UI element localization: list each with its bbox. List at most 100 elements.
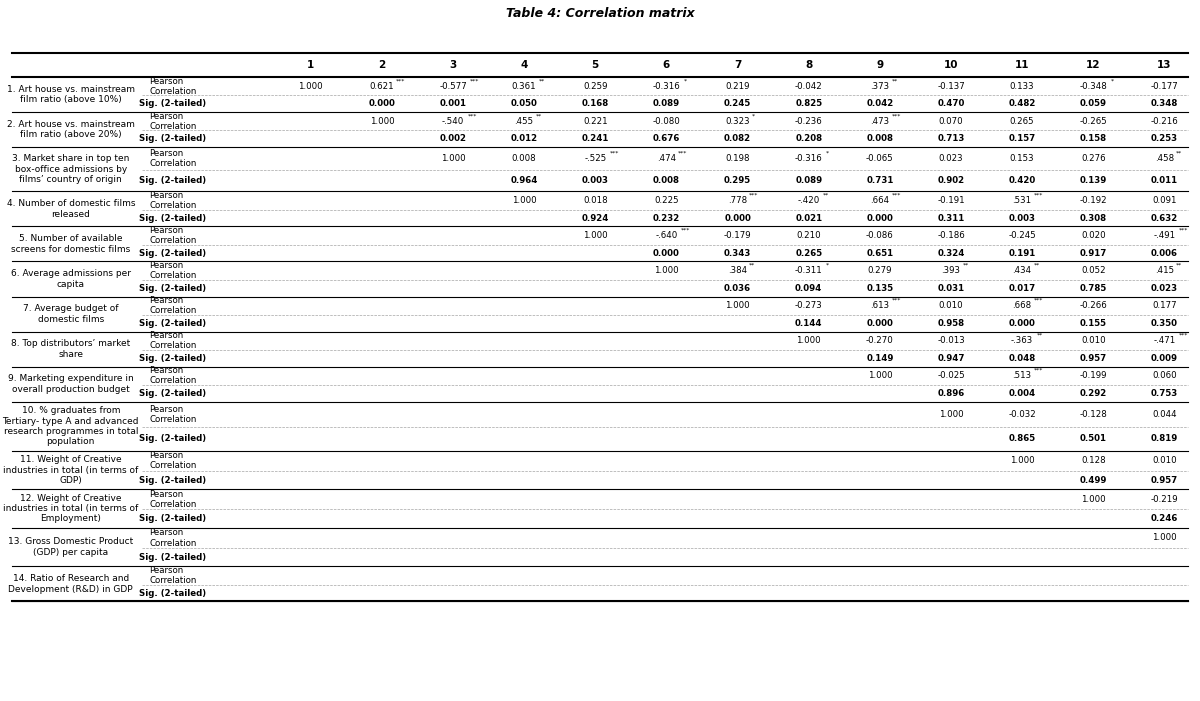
Text: ***: *** <box>1178 332 1188 338</box>
Text: 5: 5 <box>592 60 599 70</box>
Text: 0.957: 0.957 <box>1151 475 1178 484</box>
Text: 0.128: 0.128 <box>1081 456 1105 465</box>
Text: .393: .393 <box>942 266 960 275</box>
Text: **: ** <box>535 113 542 118</box>
Text: 0.245: 0.245 <box>724 100 751 108</box>
Text: Pearson
Correlation: Pearson Correlation <box>149 191 197 210</box>
Text: 1: 1 <box>307 60 314 70</box>
Text: -0.179: -0.179 <box>724 231 751 240</box>
Text: 0.020: 0.020 <box>1081 231 1105 240</box>
Text: 0.177: 0.177 <box>1152 301 1177 310</box>
Text: .434: .434 <box>1013 266 1032 275</box>
Text: Sig. (2-tailed): Sig. (2-tailed) <box>139 214 206 222</box>
Text: 0.010: 0.010 <box>1152 456 1177 465</box>
Text: 6: 6 <box>662 60 670 70</box>
Text: 7. Average budget of
domestic films: 7. Average budget of domestic films <box>23 304 119 324</box>
Text: 9: 9 <box>876 60 883 70</box>
Text: -0.199: -0.199 <box>1080 372 1108 380</box>
Text: 0.048: 0.048 <box>1008 354 1036 362</box>
Text: Pearson
Correlation: Pearson Correlation <box>149 489 197 509</box>
Text: -.471: -.471 <box>1153 336 1176 345</box>
Text: ***: *** <box>468 113 476 118</box>
Text: 0.144: 0.144 <box>794 319 822 327</box>
Text: 0.000: 0.000 <box>368 100 395 108</box>
Text: 0.009: 0.009 <box>1151 354 1178 362</box>
Text: 0.008: 0.008 <box>653 176 680 185</box>
Text: 0.002: 0.002 <box>439 135 467 143</box>
Text: 3. Market share in top ten
box-office admissions by
films’ country of origin: 3. Market share in top ten box-office ad… <box>12 154 130 184</box>
Text: -0.177: -0.177 <box>1151 82 1178 90</box>
Text: 0.219: 0.219 <box>725 82 750 90</box>
Text: 12: 12 <box>1086 60 1100 70</box>
Text: **: ** <box>539 78 545 83</box>
Text: 0.044: 0.044 <box>1152 410 1177 419</box>
Text: **: ** <box>1033 262 1040 268</box>
Text: 0.265: 0.265 <box>796 249 822 257</box>
Text: 13: 13 <box>1157 60 1171 70</box>
Text: 0.253: 0.253 <box>1151 135 1178 143</box>
Text: ***: *** <box>610 151 619 156</box>
Text: 0.031: 0.031 <box>937 284 965 292</box>
Text: -0.219: -0.219 <box>1151 495 1178 504</box>
Text: ***: *** <box>1178 227 1188 233</box>
Text: .415: .415 <box>1154 266 1174 275</box>
Text: 0.021: 0.021 <box>796 214 822 222</box>
Text: 0.259: 0.259 <box>583 82 607 90</box>
Text: .474: .474 <box>656 154 676 163</box>
Text: 0.070: 0.070 <box>938 117 964 125</box>
Text: ***: *** <box>680 227 690 233</box>
Text: 0.060: 0.060 <box>1152 372 1177 380</box>
Text: 0.158: 0.158 <box>1080 135 1106 143</box>
Text: 4. Number of domestic films
released: 4. Number of domestic films released <box>6 199 136 219</box>
Text: 0.208: 0.208 <box>796 135 822 143</box>
Text: 0.139: 0.139 <box>1080 176 1106 185</box>
Text: 0.017: 0.017 <box>1008 284 1036 292</box>
Text: **: ** <box>892 78 898 83</box>
Text: Pearson
Correlation: Pearson Correlation <box>149 528 197 547</box>
Text: 0.155: 0.155 <box>1080 319 1106 327</box>
Text: 0.276: 0.276 <box>1081 154 1105 163</box>
Text: 0.089: 0.089 <box>796 176 822 185</box>
Text: Sig. (2-tailed): Sig. (2-tailed) <box>139 319 206 327</box>
Text: **: ** <box>823 192 829 198</box>
Text: -0.080: -0.080 <box>653 117 680 125</box>
Text: -0.577: -0.577 <box>439 82 467 90</box>
Text: 1. Art house vs. mainstream
film ratio (above 10%): 1. Art house vs. mainstream film ratio (… <box>7 85 134 104</box>
Text: -0.013: -0.013 <box>937 336 965 345</box>
Text: 0.819: 0.819 <box>1151 435 1178 444</box>
Text: -.363: -.363 <box>1012 336 1033 345</box>
Text: 0.094: 0.094 <box>796 284 822 292</box>
Text: 1.000: 1.000 <box>1010 456 1034 465</box>
Text: .513: .513 <box>1013 372 1032 380</box>
Text: 0.632: 0.632 <box>1151 214 1178 222</box>
Text: 0.000: 0.000 <box>866 319 893 327</box>
Text: 0.012: 0.012 <box>510 135 538 143</box>
Text: 0.050: 0.050 <box>511 100 538 108</box>
Text: 0.865: 0.865 <box>1008 435 1036 444</box>
Text: 0.308: 0.308 <box>1080 214 1106 222</box>
Text: 10: 10 <box>943 60 959 70</box>
Text: 1.000: 1.000 <box>370 117 394 125</box>
Text: Sig. (2-tailed): Sig. (2-tailed) <box>139 354 206 362</box>
Text: 9. Marketing expenditure in
overall production budget: 9. Marketing expenditure in overall prod… <box>8 374 133 394</box>
Text: .613: .613 <box>870 301 889 310</box>
Text: 0.902: 0.902 <box>937 176 965 185</box>
Text: -0.245: -0.245 <box>1008 231 1036 240</box>
Text: -0.191: -0.191 <box>937 196 965 205</box>
Text: -.525: -.525 <box>584 154 606 163</box>
Text: 0.292: 0.292 <box>1080 389 1106 397</box>
Text: 0.003: 0.003 <box>582 176 608 185</box>
Text: 0.350: 0.350 <box>1151 319 1178 327</box>
Text: ***: *** <box>892 192 901 198</box>
Text: ***: *** <box>1033 297 1043 303</box>
Text: -0.236: -0.236 <box>794 117 822 125</box>
Text: Sig. (2-tailed): Sig. (2-tailed) <box>139 389 206 397</box>
Text: 0.010: 0.010 <box>938 301 964 310</box>
Text: ***: *** <box>892 297 901 303</box>
Text: ***: *** <box>678 151 688 156</box>
Text: Pearson
Correlation: Pearson Correlation <box>149 366 197 386</box>
Text: 0.089: 0.089 <box>653 100 680 108</box>
Text: 0.001: 0.001 <box>439 100 467 108</box>
Text: 0.246: 0.246 <box>1151 514 1178 523</box>
Text: 0.785: 0.785 <box>1080 284 1106 292</box>
